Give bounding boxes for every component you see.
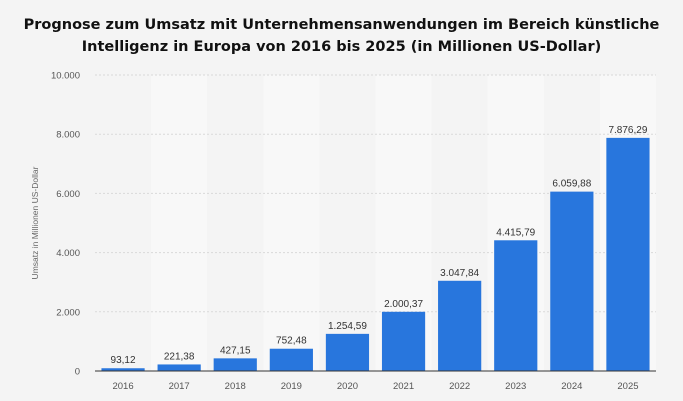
x-tick-label: 2023 xyxy=(505,381,526,392)
x-tick-label: 2021 xyxy=(393,381,414,392)
y-tick-label: 6.000 xyxy=(56,189,80,200)
data-label-2022: 3.047,84 xyxy=(440,268,479,279)
y-tick-label: 4.000 xyxy=(56,248,80,259)
y-tick-label: 8.000 xyxy=(56,130,80,141)
x-tick-label: 2020 xyxy=(337,381,358,392)
y-axis-label: Umsatz in Millionen US-Dollar xyxy=(30,166,40,279)
y-tick-label: 2.000 xyxy=(56,307,80,318)
x-tick-label: 2019 xyxy=(281,381,302,392)
x-tick-label: 2016 xyxy=(112,381,133,392)
x-tick-label: 2018 xyxy=(225,381,246,392)
chart-title: Prognose zum Umsatz mit Unternehmensanwe… xyxy=(20,14,663,58)
x-tick-label: 2022 xyxy=(449,381,470,392)
data-label-2017: 221,38 xyxy=(164,351,195,362)
data-label-2023: 4.415,79 xyxy=(496,227,535,238)
data-label-2025: 7.876,29 xyxy=(608,125,647,136)
x-tick-label: 2024 xyxy=(561,381,582,392)
bar-2019 xyxy=(269,348,313,371)
bar-2022 xyxy=(438,280,482,371)
bar-2020 xyxy=(325,333,370,371)
bar-2024 xyxy=(550,191,594,371)
data-label-2020: 1.254,59 xyxy=(328,321,367,332)
y-tick-label: 0 xyxy=(75,367,80,378)
bar-2016 xyxy=(101,368,145,371)
y-tick-label: 10.000 xyxy=(51,71,80,82)
chart-title-line-2: Intelligenz in Europa von 2016 bis 2025 … xyxy=(81,39,602,55)
column-band xyxy=(151,75,208,371)
data-label-2021: 2.000,37 xyxy=(384,299,423,310)
data-label-2024: 6.059,88 xyxy=(552,179,591,190)
bar-2017 xyxy=(157,364,201,371)
x-tick-label: 2017 xyxy=(169,381,190,392)
bar-2018 xyxy=(213,358,257,371)
data-label-2018: 427,15 xyxy=(220,345,251,356)
data-label-2016: 93,12 xyxy=(111,355,136,366)
bar-2021 xyxy=(381,311,426,371)
x-tick-label: 2025 xyxy=(617,381,638,392)
data-label-2019: 752,48 xyxy=(276,336,307,347)
chart-title-line-1: Prognose zum Umsatz mit Unternehmensanwe… xyxy=(23,17,660,33)
column-band xyxy=(263,75,320,371)
bar-2023 xyxy=(494,240,538,371)
bar-2025 xyxy=(606,137,650,371)
